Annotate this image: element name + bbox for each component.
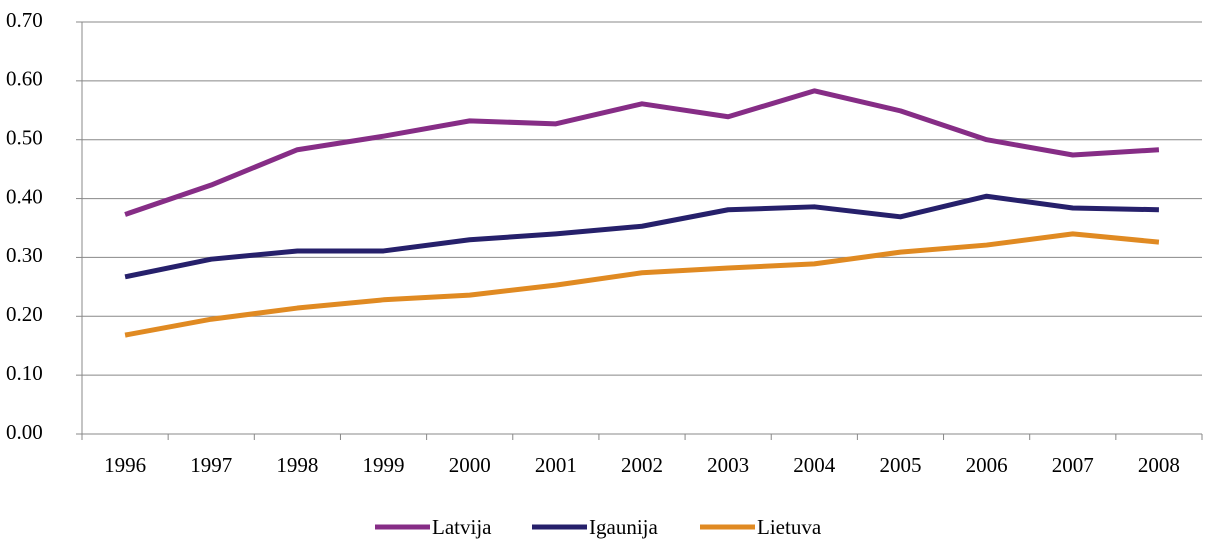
x-tick-label: 2007 (1052, 453, 1094, 477)
x-tick-label: 2000 (449, 453, 491, 477)
x-tick-label: 2001 (535, 453, 577, 477)
legend-label: Lietuva (757, 515, 822, 539)
x-tick-label: 1996 (104, 453, 146, 477)
x-tick-label: 2008 (1138, 453, 1180, 477)
legend-label: Igaunija (589, 515, 658, 539)
y-tick-label: 0.30 (6, 243, 43, 267)
x-tick-label: 2004 (793, 453, 836, 477)
x-tick-label: 1997 (190, 453, 232, 477)
y-tick-label: 0.70 (6, 8, 43, 32)
y-tick-label: 0.50 (6, 126, 43, 150)
y-tick-label: 0.10 (6, 361, 43, 385)
y-tick-label: 0.40 (6, 184, 43, 208)
x-tick-label: 1999 (363, 453, 405, 477)
series-line (124, 231, 1160, 338)
legend-label: Latvija (432, 515, 492, 539)
x-tick-label: 2006 (966, 453, 1008, 477)
series-line (124, 88, 1160, 217)
x-tick-label: 2003 (707, 453, 749, 477)
x-tick-label: 1998 (276, 453, 318, 477)
y-tick-label: 0.60 (6, 67, 43, 91)
series-line (124, 193, 1159, 280)
x-tick-label: 2002 (621, 453, 663, 477)
y-tick-label: 0.20 (6, 302, 43, 326)
x-tick-label: 2005 (879, 453, 921, 477)
y-tick-label: 0.00 (6, 420, 43, 444)
